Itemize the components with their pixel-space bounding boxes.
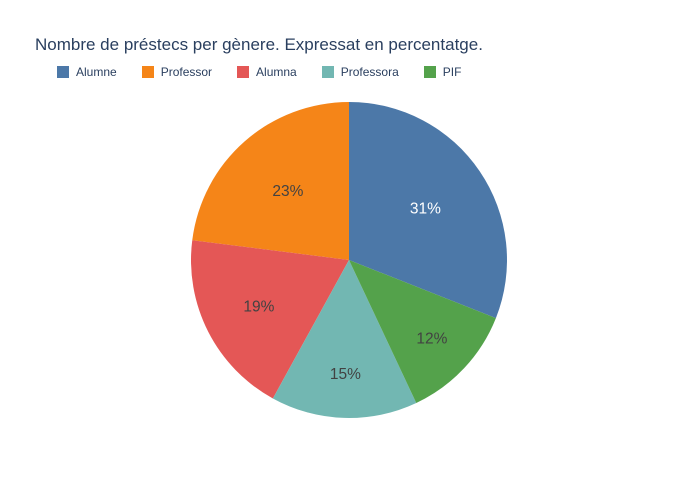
pie-slice-pif[interactable] — [349, 260, 496, 403]
legend-item-alumna[interactable]: Alumna — [237, 65, 297, 79]
legend: Alumne Professor Alumna Professora PIF — [57, 65, 461, 79]
pie-slice-professor[interactable] — [192, 102, 349, 260]
legend-item-label: Alumna — [256, 65, 297, 79]
legend-item-label: Professor — [160, 65, 213, 79]
legend-swatch-icon — [57, 66, 69, 78]
chart-title: Nombre de préstecs per gènere. Expressat… — [35, 35, 483, 54]
legend-item-label: Professora — [340, 65, 399, 79]
legend-item-professora[interactable]: Professora — [321, 65, 399, 79]
legend-item-alumne[interactable]: Alumne — [57, 65, 117, 79]
pie-slice-alumne[interactable] — [349, 102, 507, 319]
pie-slice-alumna[interactable] — [191, 240, 349, 399]
pie-slice-professora[interactable] — [272, 260, 417, 419]
legend-item-label: PIF — [442, 65, 462, 79]
legend-swatch-icon — [321, 66, 334, 78]
legend-swatch-icon — [237, 66, 250, 78]
legend-item-pif[interactable]: PIF — [423, 65, 462, 79]
legend-swatch-icon — [423, 66, 436, 78]
legend-item-professor[interactable]: Professor — [141, 65, 213, 79]
legend-item-label: Alumne — [76, 65, 117, 79]
legend-swatch-icon — [141, 66, 154, 78]
